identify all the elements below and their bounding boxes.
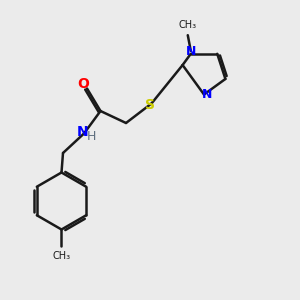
Text: CH₃: CH₃ — [52, 251, 70, 261]
Text: S: S — [145, 98, 155, 112]
Text: H: H — [87, 130, 96, 143]
Text: N: N — [202, 88, 212, 101]
Text: CH₃: CH₃ — [179, 20, 197, 30]
Text: N: N — [186, 45, 196, 58]
Text: O: O — [77, 77, 89, 91]
Text: N: N — [77, 125, 88, 139]
